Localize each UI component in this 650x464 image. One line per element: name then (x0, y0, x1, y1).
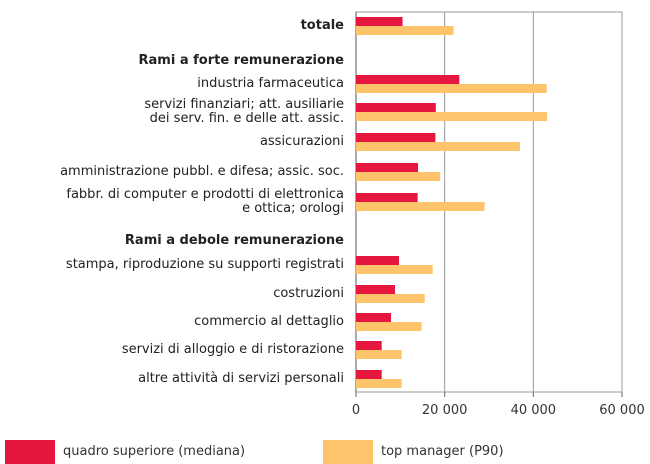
bar (356, 350, 402, 359)
bar (356, 133, 436, 142)
bar (356, 313, 392, 322)
bar (356, 202, 485, 211)
bar (356, 103, 436, 112)
bar (356, 322, 422, 331)
bar (356, 142, 521, 151)
x-tick-label: 20 000 (421, 403, 468, 418)
category-label: Rami a forte remunerazione (138, 53, 344, 68)
bar (356, 84, 547, 93)
category-label: servizi di alloggio e di ristorazione (121, 342, 344, 357)
bar (356, 193, 418, 202)
legend-swatch (5, 440, 55, 464)
bar (356, 370, 382, 379)
category-label: commercio al dettaglio (194, 314, 344, 329)
x-tick-label: 40 000 (510, 403, 557, 418)
bar (356, 341, 382, 350)
x-tick-label: 60 000 (599, 403, 645, 418)
category-label: altre attività di servizi personali (138, 371, 344, 386)
category-label: costruzioni (273, 286, 344, 301)
bar (356, 17, 403, 26)
bar (356, 112, 548, 121)
category-label: assicurazioni (259, 134, 344, 149)
bar (356, 285, 396, 294)
bar (356, 256, 400, 265)
bar (356, 75, 460, 84)
category-label: amministrazione pubbl. e difesa; assic. … (60, 164, 344, 179)
category-label: servizi finanziari; att. ausiliarie dei … (144, 97, 344, 126)
bar (356, 294, 425, 303)
bar (356, 265, 433, 274)
category-label: totale (300, 18, 344, 33)
bar (356, 163, 419, 172)
legend-swatch (323, 440, 373, 464)
bar (356, 379, 402, 388)
bar (356, 172, 441, 181)
category-label: Rami a debole remunerazione (124, 233, 344, 248)
legend-label: quadro superiore (mediana) (63, 444, 246, 459)
x-tick-label: 0 (351, 403, 361, 418)
category-label: fabbr. di computer e prodotti di elettro… (66, 187, 344, 216)
legend-label: top manager (P90) (381, 444, 504, 459)
bar (356, 26, 454, 35)
category-label: industria farmaceutica (197, 76, 344, 91)
category-label: stampa, riproduzione su supporti registr… (65, 257, 344, 272)
